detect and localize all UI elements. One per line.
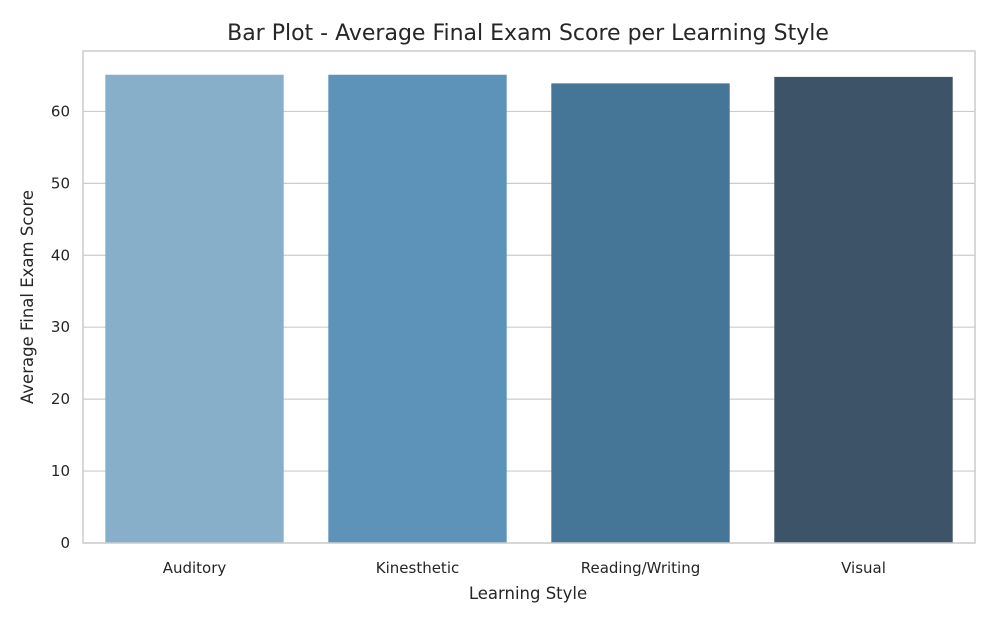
x-tick-label: Kinesthetic bbox=[376, 559, 459, 577]
bar-visual bbox=[774, 76, 953, 543]
y-tick-label: 20 bbox=[51, 390, 70, 408]
y-tick-label: 10 bbox=[51, 462, 70, 480]
y-axis-label: Average Final Exam Score bbox=[18, 190, 37, 404]
plot-frame bbox=[82, 50, 976, 544]
x-tick-labels: Auditory Kinesthetic Reading/Writing Visual bbox=[163, 559, 886, 577]
x-tick-label: Auditory bbox=[163, 559, 227, 577]
y-tick-label: 60 bbox=[51, 102, 70, 120]
y-tick-label: 30 bbox=[51, 318, 70, 336]
bar-reading-writing bbox=[551, 83, 730, 544]
bars bbox=[105, 74, 953, 544]
bar-kinesthetic bbox=[328, 74, 507, 543]
y-tick-label: 0 bbox=[60, 534, 70, 552]
x-tick-label: Reading/Writing bbox=[581, 559, 701, 577]
y-tick-labels: 0 10 20 30 40 50 60 bbox=[51, 102, 70, 552]
chart-title: Bar Plot - Average Final Exam Score per … bbox=[227, 21, 829, 46]
y-tick-label: 40 bbox=[51, 246, 70, 264]
y-tick-label: 50 bbox=[51, 174, 70, 192]
x-tick-label: Visual bbox=[841, 559, 886, 577]
bar-auditory bbox=[105, 74, 284, 543]
x-axis-label: Learning Style bbox=[469, 584, 587, 603]
